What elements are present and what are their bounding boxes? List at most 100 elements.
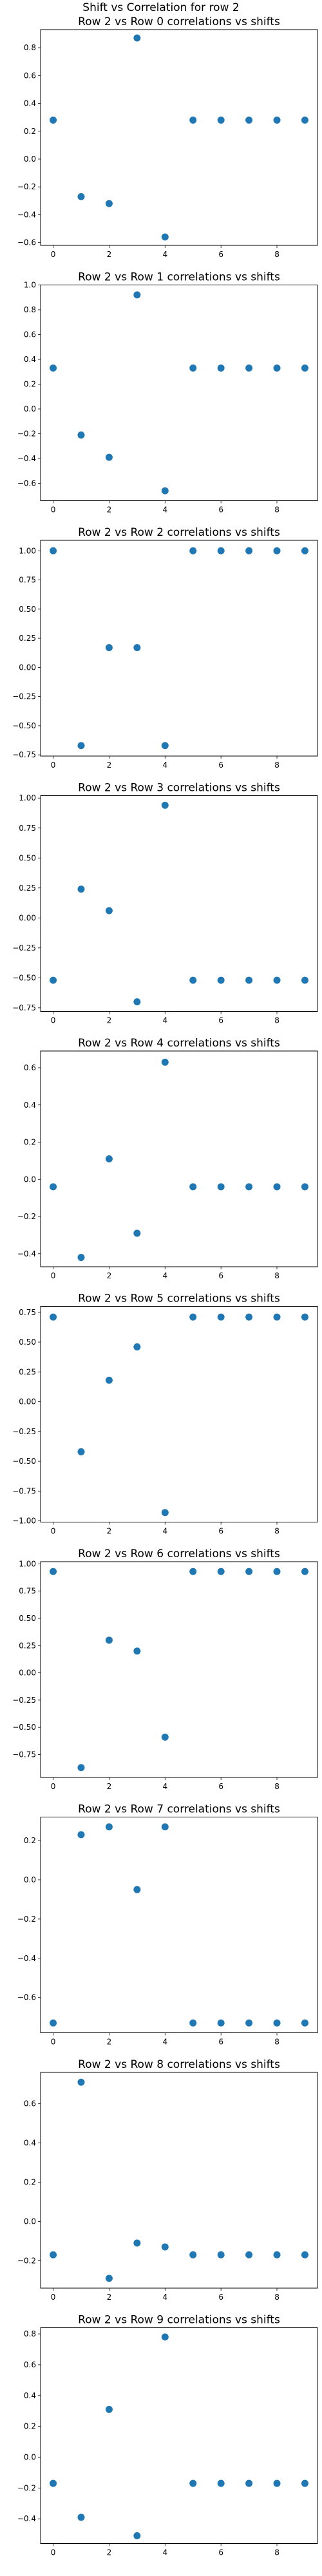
scatter-point: [133, 1229, 141, 1237]
y-tick-label: 0.0: [24, 155, 36, 164]
x-tick-label: 6: [218, 1782, 223, 1791]
scatter-point: [133, 2239, 141, 2247]
x-tick-label: 6: [218, 250, 223, 259]
scatter-point: [50, 1313, 57, 1321]
scatter-point: [77, 1831, 85, 1839]
scatter-point: [217, 1313, 225, 1321]
y-tick-label: 1.0: [24, 281, 36, 290]
y-tick-label: −0.6: [17, 479, 36, 488]
scatter-point: [77, 1764, 85, 1772]
scatter-point: [77, 886, 85, 893]
subplot-title: Row 2 vs Row 2 correlations vs shifts: [78, 526, 280, 539]
y-tick-label: 0.00: [19, 663, 36, 672]
y-tick-label: 0.00: [19, 1397, 36, 1406]
x-tick-label: 0: [51, 1782, 56, 1791]
y-tick-label: −0.2: [17, 2256, 36, 2265]
subplot-title: Row 2 vs Row 8 correlations vs shifts: [78, 2058, 280, 2071]
y-tick-label: 0.6: [24, 71, 36, 80]
scatter-point: [77, 193, 85, 200]
y-tick-label: 1.00: [19, 793, 36, 802]
y-tick-label: 0.00: [19, 1669, 36, 1678]
scatter-point: [245, 116, 253, 124]
x-tick-label: 6: [218, 761, 223, 770]
y-tick-label: −0.4: [17, 1954, 36, 1963]
scatter-point: [105, 200, 113, 207]
y-tick-label: −0.25: [12, 943, 36, 952]
x-tick-label: 2: [107, 1271, 112, 1280]
x-tick-label: 8: [274, 761, 279, 770]
y-tick-label: 0.6: [24, 2360, 36, 2369]
scatter-point: [245, 2251, 253, 2259]
axes-frame: [40, 1050, 318, 1267]
x-tick-label: 6: [218, 1271, 223, 1280]
scatter-point: [245, 547, 253, 554]
x-tick-label: 4: [162, 1782, 167, 1791]
scatter-point: [217, 116, 225, 124]
x-tick-label: 8: [274, 2548, 279, 2557]
scatter-point: [189, 1183, 197, 1191]
scatter-point: [50, 2251, 57, 2259]
axes-frame: [40, 1817, 318, 2033]
y-tick-label: 0.8: [24, 43, 36, 52]
y-tick-label: 0.2: [24, 380, 36, 389]
scatter-point: [105, 1376, 113, 1384]
x-tick-label: 0: [51, 2293, 56, 2302]
scatter-point: [105, 2405, 113, 2413]
y-tick-label: 0.2: [24, 2178, 36, 2187]
scatter-point: [189, 2479, 197, 2487]
y-tick-label: −0.2: [17, 1212, 36, 1221]
x-tick-label: 0: [51, 761, 56, 770]
x-tick-label: 2: [107, 2038, 112, 2047]
subplot-7: Row 2 vs Row 7 correlations vs shifts 0 2 4…: [17, 1803, 318, 2047]
y-tick-label: −0.4: [17, 454, 36, 463]
x-tick-label: 2: [107, 1782, 112, 1791]
y-tick-label: 0.50: [19, 1338, 36, 1347]
y-tick-label: −0.50: [12, 973, 36, 982]
scatter-point: [189, 2019, 197, 2027]
x-tick-label: 8: [274, 250, 279, 259]
scatter-point: [133, 291, 141, 299]
y-tick-label: 0.0: [24, 2453, 36, 2462]
scatter-point: [217, 364, 225, 372]
x-tick-label: 2: [107, 250, 112, 259]
subplot-3: Row 2 vs Row 3 correlations vs shifts 0 2 4…: [12, 782, 318, 1025]
x-tick-label: 8: [274, 1016, 279, 1025]
y-tick-label: 0.75: [19, 576, 36, 585]
y-tick-label: 0.0: [24, 1875, 36, 1884]
scatter-point: [217, 2019, 225, 2027]
scatter-point: [50, 2479, 57, 2487]
x-tick-label: 4: [162, 761, 167, 770]
scatter-point: [273, 116, 281, 124]
axes-frame: [40, 29, 318, 246]
x-tick-label: 6: [218, 1527, 223, 1536]
y-tick-label: −0.6: [17, 1993, 36, 2002]
scatter-point: [273, 976, 281, 984]
axes-frame: [40, 2072, 318, 2289]
scatter-point: [189, 547, 197, 554]
x-tick-label: 4: [162, 2293, 167, 2302]
scatter-point: [105, 1636, 113, 1644]
scatter-point: [50, 116, 57, 124]
y-tick-label: 0.4: [24, 99, 36, 108]
x-tick-label: 8: [274, 2293, 279, 2302]
y-tick-label: −0.50: [12, 721, 36, 730]
scatter-point: [161, 2243, 169, 2251]
scatter-point: [217, 2251, 225, 2259]
subplot-title: Row 2 vs Row 1 correlations vs shifts: [78, 271, 280, 284]
y-tick-label: 0.6: [24, 2099, 36, 2108]
y-tick-label: −0.25: [12, 1427, 36, 1436]
x-tick-label: 4: [162, 2548, 167, 2557]
axes-frame: [40, 285, 318, 501]
scatter-point: [77, 431, 85, 439]
x-tick-label: 2: [107, 1527, 112, 1536]
subplot-4: Row 2 vs Row 4 correlations vs shifts 0 2 4…: [17, 1037, 318, 1280]
y-tick-label: −0.6: [17, 238, 36, 247]
scatter-point: [77, 2078, 85, 2086]
y-tick-label: −1.00: [12, 1517, 36, 1526]
y-tick-label: 0.50: [19, 853, 36, 862]
y-tick-label: −0.75: [12, 1486, 36, 1495]
y-tick-label: 0.8: [24, 305, 36, 314]
y-tick-label: −0.25: [12, 1696, 36, 1705]
